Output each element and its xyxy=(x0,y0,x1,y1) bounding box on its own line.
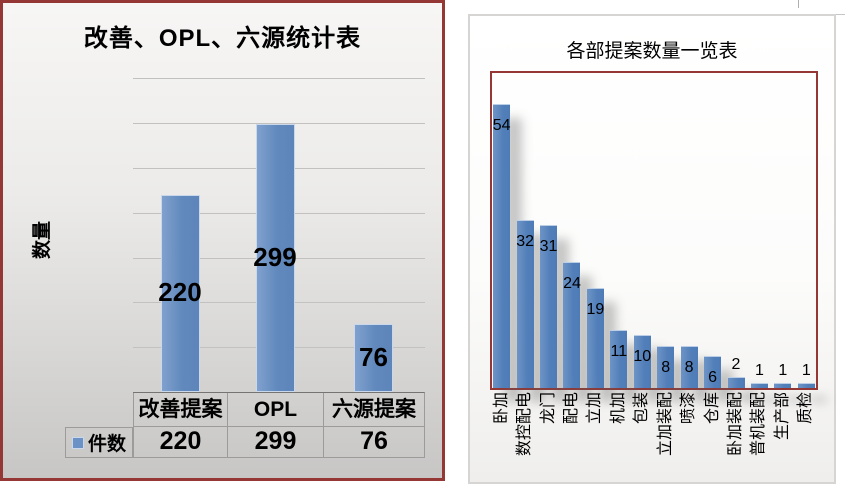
background-gridline-artifact xyxy=(836,14,845,15)
left-chart-category-axis-row: 改善提案 OPL 六源提案 xyxy=(133,392,425,427)
bar-data-label: 8 xyxy=(684,358,694,376)
bar-data-label: 299 xyxy=(253,242,297,272)
bar-data-label: 1 xyxy=(754,361,764,379)
x-axis-tick-label: 立加 xyxy=(586,392,604,425)
bar[interactable] xyxy=(516,219,534,388)
category-header-cell: OPL xyxy=(227,393,323,427)
data-table-value-cell: 220 xyxy=(133,427,227,458)
x-axis-tick-label: 立加装配 xyxy=(656,392,674,457)
x-axis-tick-label: 质检 xyxy=(797,392,815,425)
background-gridline-artifact xyxy=(798,0,799,8)
bar-data-label: 54 xyxy=(492,116,511,134)
bar[interactable] xyxy=(586,288,604,388)
bar-data-label: 76 xyxy=(359,341,388,372)
x-axis-tick-label: 卧加装配 xyxy=(727,392,744,457)
right-chart-panel[interactable]: 各部提案数量一览表 54 卧加 32 数控配电 31 龙门 24 配电 19 立加 11 机加 10 包装… xyxy=(468,14,836,484)
bar-data-label: 19 xyxy=(586,301,605,319)
x-axis-tick-label: 包装 xyxy=(633,392,651,425)
bar[interactable] xyxy=(680,345,698,388)
x-axis-tick-label: 普机装配 xyxy=(750,392,768,457)
x-axis-tick-label: 卧加 xyxy=(492,392,510,425)
left-chart-y-axis-title: 数量 xyxy=(32,221,53,260)
bar-data-label: 10 xyxy=(633,348,652,366)
left-chart-legend-cell: 件数 xyxy=(65,427,133,458)
x-axis-tick-label: 生产部 xyxy=(773,392,791,441)
bar-data-label: 6 xyxy=(708,369,718,387)
category-header-cell: 六源提案 xyxy=(323,393,424,427)
bar[interactable] xyxy=(774,382,792,388)
bar[interactable] xyxy=(704,356,722,388)
x-axis-tick-label: 喷漆 xyxy=(680,392,698,425)
gridline xyxy=(133,123,425,125)
bar[interactable] xyxy=(540,224,558,388)
bar-data-label: 32 xyxy=(516,232,535,250)
bar[interactable] xyxy=(750,382,768,388)
bar-data-label: 1 xyxy=(778,361,788,379)
x-axis-tick-label: 龙门 xyxy=(539,392,557,425)
right-chart-title[interactable]: 各部提案数量一览表 xyxy=(566,41,738,62)
x-axis-tick-label: 数控配电 xyxy=(516,392,534,457)
left-chart-panel[interactable]: 改善、OPL、六源统计表 数量 改善提案 OPL 六源提案 件数 220 299 76 … xyxy=(0,0,445,481)
bar-data-label: 2 xyxy=(731,356,741,374)
bar[interactable] xyxy=(493,103,511,388)
series-legend-marker-icon xyxy=(71,436,84,449)
bar[interactable] xyxy=(727,377,745,388)
left-chart-title[interactable]: 改善、OPL、六源统计表 xyxy=(83,25,362,52)
bar-data-label: 220 xyxy=(158,277,202,308)
bar[interactable] xyxy=(563,261,581,388)
right-chart-plot-area[interactable] xyxy=(490,71,818,390)
bar-data-label: 11 xyxy=(610,343,628,361)
x-axis-tick-label: 机加 xyxy=(609,392,627,425)
bar-data-label: 24 xyxy=(563,274,581,292)
bar[interactable] xyxy=(657,345,675,388)
bar-data-label: 8 xyxy=(661,358,671,376)
bar[interactable] xyxy=(610,330,628,388)
x-axis-tick-label: 仓库 xyxy=(703,392,721,425)
data-table-value-cell: 76 xyxy=(323,427,424,458)
data-table-value-cell: 299 xyxy=(227,427,323,458)
bar[interactable] xyxy=(354,323,393,392)
bar[interactable] xyxy=(797,382,815,388)
x-axis-tick-label: 配电 xyxy=(562,392,580,425)
gridline xyxy=(133,78,425,80)
series-legend-label: 件数 xyxy=(87,434,126,455)
bar[interactable] xyxy=(633,335,651,388)
category-header-cell: 改善提案 xyxy=(133,393,227,427)
left-chart-data-table-row: 件数 220 299 76 xyxy=(65,427,425,458)
bar-data-label: 1 xyxy=(801,361,811,379)
bar-data-label: 31 xyxy=(539,237,558,255)
bar[interactable] xyxy=(255,124,295,392)
bar[interactable] xyxy=(160,194,200,392)
